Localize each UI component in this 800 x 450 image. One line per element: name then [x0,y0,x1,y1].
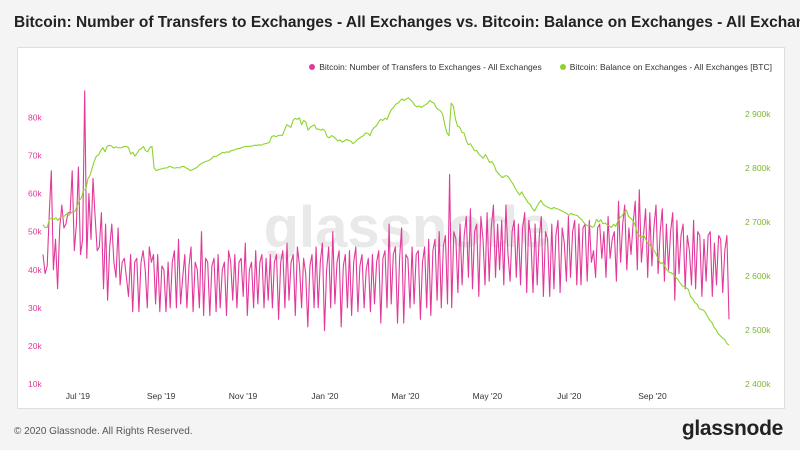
y-left-tick-label: 80k [28,112,42,122]
x-tick-label: Sep '20 [638,391,667,401]
copyright-text: © 2020 Glassnode. All Rights Reserved. [14,426,193,437]
y-left-tick-label: 50k [28,227,42,237]
transfers-series-line [42,90,730,332]
x-tick-label: Mar '20 [391,391,419,401]
brand-logo: glassnode [681,417,783,440]
x-tick-label: Sep '19 [147,391,176,401]
chart-legend: Bitcoin: Number of Transfers to Exchange… [309,62,772,72]
balance-series-line [42,97,730,346]
legend-dot-icon [559,64,566,70]
legend-label: Bitcoin: Balance on Exchanges - All Exch… [569,62,772,72]
x-tick-label: Nov '19 [229,391,258,401]
y-right-tick-label: 2 700k [745,217,771,227]
legend-dot-icon [309,64,316,70]
y-left-tick-label: 40k [28,265,42,275]
x-tick-label: Jan '20 [311,391,338,401]
y-left-tick-label: 60k [28,189,42,199]
y-right-tick-label: 2 400k [745,379,771,389]
x-tick-label: Jul '20 [557,391,582,401]
y-right-tick-label: 2 900k [745,109,771,119]
y-left-tick-label: 70k [28,151,42,161]
legend-item-balance[interactable]: Bitcoin: Balance on Exchanges - All Exch… [559,62,772,72]
x-tick-label: May '20 [473,391,503,401]
y-right-tick-label: 2 500k [745,325,771,335]
x-tick-label: Jul '19 [66,391,91,401]
y-left-tick-label: 10k [28,379,42,389]
y-right-tick-label: 2 600k [745,271,771,281]
y-left-tick-label: 30k [28,303,42,313]
chart-title: Bitcoin: Number of Transfers to Exchange… [14,14,800,31]
legend-label: Bitcoin: Number of Transfers to Exchange… [319,62,542,72]
y-left-tick-label: 20k [28,341,42,351]
y-right-tick-label: 2 800k [745,163,771,173]
legend-item-transfers[interactable]: Bitcoin: Number of Transfers to Exchange… [309,62,542,72]
